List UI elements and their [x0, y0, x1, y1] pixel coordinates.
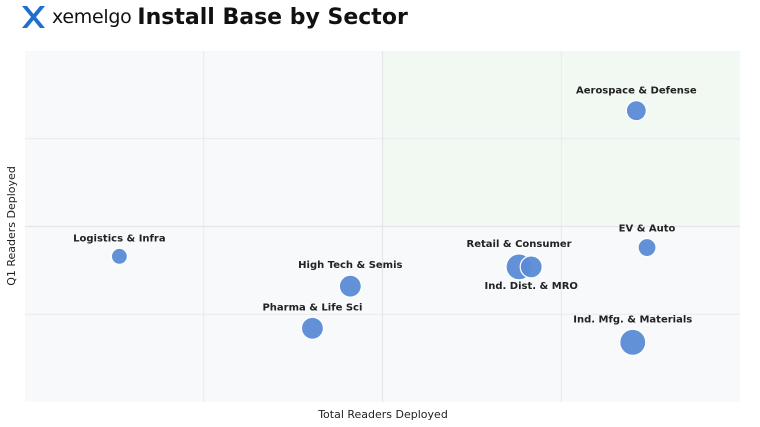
point-label: EV & Auto — [619, 224, 676, 235]
logo-text: xemelgo — [52, 6, 132, 28]
bubble-point — [300, 316, 325, 340]
page-title: Install Base by Sector — [137, 4, 408, 30]
bubble-point — [637, 237, 657, 258]
xemelgo-logo-icon — [22, 6, 45, 28]
point-label: High Tech & Semis — [298, 260, 402, 271]
point-label: Retail & Consumer — [467, 239, 572, 250]
bubble-point — [619, 328, 647, 356]
point-label: Pharma & Life Sci — [262, 302, 362, 313]
y-axis-label: Q1 Readers Deployed — [5, 166, 18, 286]
point-label: Ind. Mfg. & Materials — [573, 314, 692, 325]
x-axis-label: Total Readers Deployed — [317, 408, 448, 421]
bubble-point — [625, 100, 647, 122]
point-label: Aerospace & Defense — [576, 86, 697, 97]
bubble-point — [110, 247, 128, 265]
point-label: Ind. Dist. & MRO — [485, 281, 578, 292]
header: xemelgo Install Base by Sector — [20, 2, 408, 32]
point-label: Logistics & Infra — [73, 233, 165, 244]
bubble-point — [519, 255, 543, 279]
bubble-point — [338, 274, 362, 298]
